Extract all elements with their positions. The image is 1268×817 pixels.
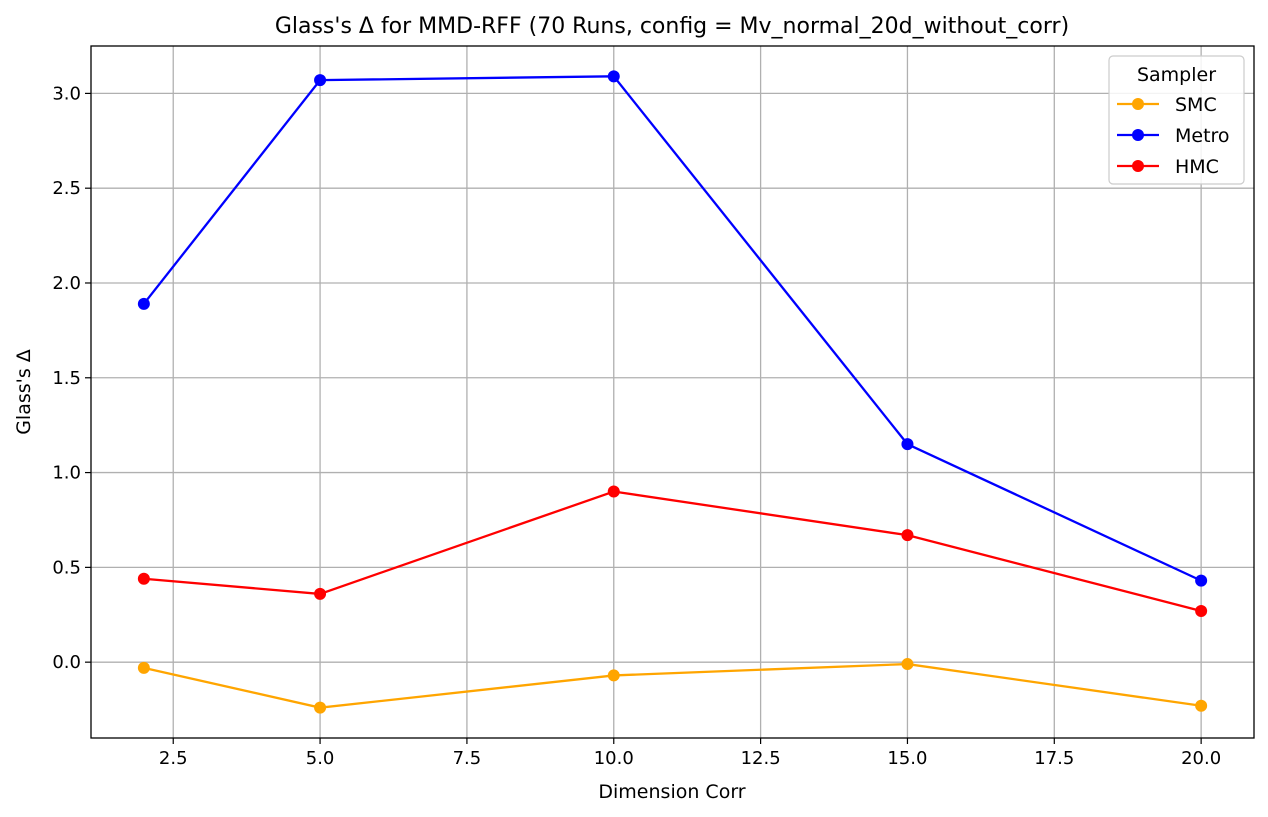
y-tick-label: 2.0 bbox=[52, 273, 81, 294]
legend-box bbox=[1108, 55, 1245, 185]
plot-area-frame bbox=[90, 45, 1255, 739]
legend-marker bbox=[1132, 98, 1144, 110]
data-point bbox=[607, 669, 620, 682]
x-tick-label: 12.5 bbox=[741, 748, 781, 769]
data-point bbox=[314, 74, 327, 87]
data-point bbox=[607, 70, 620, 83]
x-tick-label: 10.0 bbox=[594, 748, 634, 769]
y-tick-label: 1.0 bbox=[52, 463, 81, 484]
series-line bbox=[143, 490, 1202, 613]
legend-item-metro: Metro bbox=[1117, 125, 1230, 147]
legend-title: Sampler bbox=[1137, 64, 1216, 86]
data-point bbox=[1195, 699, 1208, 712]
x-tick-label: 17.5 bbox=[1034, 748, 1074, 769]
legend-item-hmc: HMC bbox=[1117, 156, 1219, 178]
data-point bbox=[314, 587, 327, 600]
axis-ticks: 2.5 5.0 7.5 10.0 12.5 15.0 17.5 20.0 0.0 0.5 1.0 1.… bbox=[52, 83, 1221, 769]
legend-item-smc: SMC bbox=[1117, 94, 1217, 116]
x-tick-label: 7.5 bbox=[453, 748, 482, 769]
chart-title: Glass's Δ for MMD-RFF (70 Runs, config =… bbox=[275, 14, 1069, 39]
data-point bbox=[137, 297, 150, 310]
data-point bbox=[1195, 604, 1208, 617]
y-axis-label: Glass's Δ bbox=[13, 349, 35, 435]
data-point bbox=[901, 658, 914, 671]
plot-series bbox=[137, 70, 1208, 714]
legend-label: Metro bbox=[1175, 125, 1230, 147]
y-tick-label: 2.5 bbox=[52, 178, 81, 199]
y-tick-label: 0.5 bbox=[52, 557, 81, 578]
x-axis-label: Dimension Corr bbox=[598, 781, 745, 803]
series-line bbox=[143, 662, 1202, 709]
series-line bbox=[142, 75, 1202, 582]
series-hmc bbox=[137, 485, 1208, 617]
series-smc bbox=[137, 658, 1208, 714]
data-point bbox=[901, 438, 914, 451]
legend-label: SMC bbox=[1175, 94, 1217, 116]
x-tick-label: 5.0 bbox=[306, 748, 335, 769]
y-tick-label: 3.0 bbox=[52, 83, 81, 104]
data-point bbox=[607, 485, 620, 498]
data-point bbox=[901, 529, 914, 542]
data-point bbox=[1195, 574, 1208, 587]
data-point bbox=[137, 661, 150, 674]
legend-marker bbox=[1132, 160, 1144, 172]
series-metro bbox=[137, 70, 1208, 587]
y-tick-label: 0.0 bbox=[52, 652, 81, 673]
x-tick-label: 15.0 bbox=[887, 748, 927, 769]
legend-label: HMC bbox=[1175, 156, 1219, 178]
legend-marker bbox=[1132, 129, 1144, 141]
data-point bbox=[314, 701, 327, 714]
y-tick-label: 1.5 bbox=[52, 368, 81, 389]
grid bbox=[91, 46, 1254, 738]
x-tick-label: 20.0 bbox=[1181, 748, 1221, 769]
x-tick-label: 2.5 bbox=[159, 748, 188, 769]
legend: Sampler SMC Metro HMC bbox=[1108, 55, 1245, 185]
data-point bbox=[137, 572, 150, 585]
